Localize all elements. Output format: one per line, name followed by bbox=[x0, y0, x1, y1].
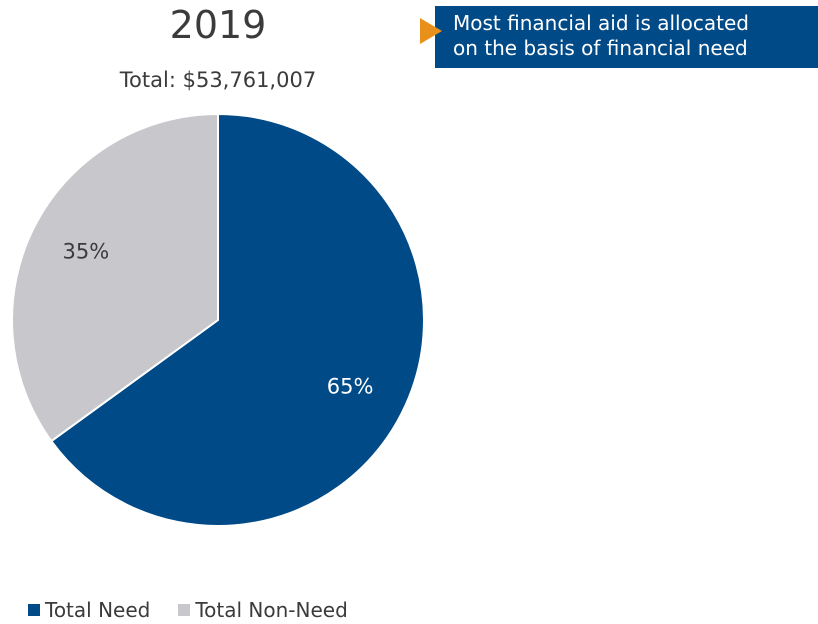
chart-subtitle: Total: $53,761,007 bbox=[119, 68, 317, 92]
callout-box: Most financial aid is allocated on the b… bbox=[435, 6, 818, 68]
legend-label-total-non-need: Total Non-Need bbox=[195, 598, 348, 622]
callout: Most financial aid is allocated on the b… bbox=[420, 6, 818, 68]
chart-title: 2019 bbox=[169, 3, 267, 47]
callout-line-1: Most financial aid is allocated bbox=[453, 11, 749, 35]
callout-arrow-icon bbox=[420, 18, 442, 44]
callout-line-2: on the basis of financial need bbox=[453, 36, 748, 60]
legend-item-total-need: Total Need bbox=[28, 598, 150, 622]
data-label-total-need: 65% bbox=[327, 374, 374, 398]
pie-slice-total-non-need bbox=[11, 112, 219, 443]
legend: Total Need Total Non-Need bbox=[28, 596, 376, 624]
pie-slice-total-need bbox=[49, 112, 425, 527]
data-label-total-non-need: 35% bbox=[63, 240, 110, 264]
legend-swatch-total-non-need bbox=[178, 604, 191, 616]
legend-label-total-need: Total Need bbox=[45, 598, 151, 622]
legend-swatch-total-need bbox=[28, 604, 40, 616]
legend-item-total-non-need: Total Non-Need bbox=[178, 598, 348, 622]
